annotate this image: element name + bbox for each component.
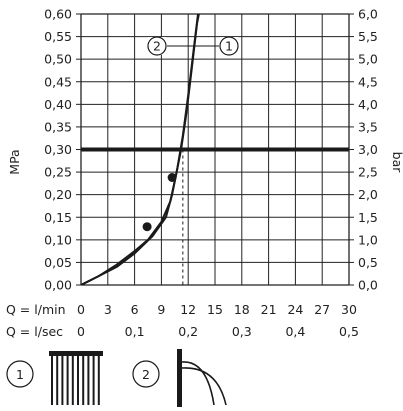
x-axis-lsec-tick: 0,5 xyxy=(339,324,359,339)
y-left-tick-label: 0,55 xyxy=(44,29,72,44)
x-axis-lmin-tick: 12 xyxy=(180,302,196,317)
y-right-tick-label: 5,0 xyxy=(358,52,378,67)
y-right-tick-label: 4,0 xyxy=(358,97,378,112)
y-left-tick-label: 0,60 xyxy=(44,7,72,22)
curve-label-circle xyxy=(147,36,167,56)
y-axis-right-label: bar xyxy=(390,152,403,174)
x-axis-lmin-tick: 9 xyxy=(157,302,165,317)
y-left-tick-label: 0,30 xyxy=(44,142,72,157)
product-number-circle xyxy=(132,360,160,388)
y-right-tick-label: 6,0 xyxy=(358,7,378,22)
series-2-marker xyxy=(167,173,177,183)
x-axis-lmin-tick: 6 xyxy=(131,302,139,317)
y-axis-left: 0,00 0,05 0,10 0,15 0,20 0,25 0,30 0,35 0,40 0,45… xyxy=(44,7,81,293)
curve-label-1: 1 xyxy=(225,39,233,54)
x-axis-lmin-tick: 24 xyxy=(287,302,303,317)
y-left-tick-label: 0,00 xyxy=(44,278,72,293)
y-left-tick-label: 0,20 xyxy=(44,187,72,202)
y-right-tick-label: 0,0 xyxy=(358,278,378,293)
series-1-marker xyxy=(142,222,152,232)
x-axis-lmin-tick: 15 xyxy=(207,302,223,317)
y-axis-left-label: MPa xyxy=(7,149,22,174)
shower-head-jet-icon xyxy=(177,349,227,407)
curve-label-circle xyxy=(219,36,239,56)
y-right-tick-label: 1,0 xyxy=(358,232,378,247)
y-right-tick-label: 1,5 xyxy=(358,210,378,225)
x-axis-lmin-label: Q = l/min xyxy=(6,302,66,317)
x-axis-lmin-tick: 0 xyxy=(77,302,85,317)
x-axis-lmin-tick: 3 xyxy=(104,302,112,317)
y-left-tick-label: 0,05 xyxy=(44,255,72,270)
y-left-tick-label: 0,15 xyxy=(44,210,72,225)
y-right-tick-label: 3,5 xyxy=(358,119,378,134)
x-axis-lsec-label: Q = l/sec xyxy=(6,324,63,339)
product-number-circle xyxy=(6,360,34,388)
product-number-2: 2 xyxy=(142,367,150,382)
x-axis-lsec-tick: 0 xyxy=(77,324,85,339)
y-right-tick-label: 2,0 xyxy=(358,187,378,202)
reference-lines xyxy=(81,147,349,285)
y-right-tick-label: 0,5 xyxy=(358,255,378,270)
y-axis-right: 0,0 0,5 1,0 1,5 2,0 2,5 3,0 3,5 4,0 4,5 5,0 5,5 6,0 xyxy=(349,7,378,293)
x-axis-lsec-tick: 0,3 xyxy=(232,324,252,339)
product-number-1: 1 xyxy=(16,367,24,382)
chart-series xyxy=(81,13,200,285)
y-left-tick-label: 0,45 xyxy=(44,74,72,89)
x-axis-lmin-tick: 30 xyxy=(341,302,357,317)
curve-label-2: 2 xyxy=(153,39,161,54)
x-axis-lmin-tick: 21 xyxy=(261,302,277,317)
x-axis-lmin-tick: 27 xyxy=(314,302,330,317)
y-left-tick-label: 0,35 xyxy=(44,119,72,134)
y-right-tick-label: 2,5 xyxy=(358,165,378,180)
series-2-line xyxy=(81,13,199,285)
x-axis-lmin-tick: 18 xyxy=(234,302,250,317)
x-axis-lsec-tick: 0,2 xyxy=(178,324,198,339)
y-left-tick-label: 0,50 xyxy=(44,52,72,67)
x-axes: Q = l/min Q = l/sec 0 3 6 9 12 15 18 21 24 27 30 0 0,1… xyxy=(6,302,359,339)
shower-head-rain-icon xyxy=(49,351,103,405)
y-right-tick-label: 4,5 xyxy=(358,74,378,89)
y-right-tick-label: 3,0 xyxy=(358,142,378,157)
y-left-tick-label: 0,10 xyxy=(44,232,72,247)
x-axis-lsec-tick: 0,4 xyxy=(285,324,305,339)
x-axis-lsec-tick: 0,1 xyxy=(125,324,145,339)
y-left-tick-label: 0,25 xyxy=(44,165,72,180)
y-left-tick-label: 0,40 xyxy=(44,97,72,112)
y-right-tick-label: 5,5 xyxy=(358,29,378,44)
